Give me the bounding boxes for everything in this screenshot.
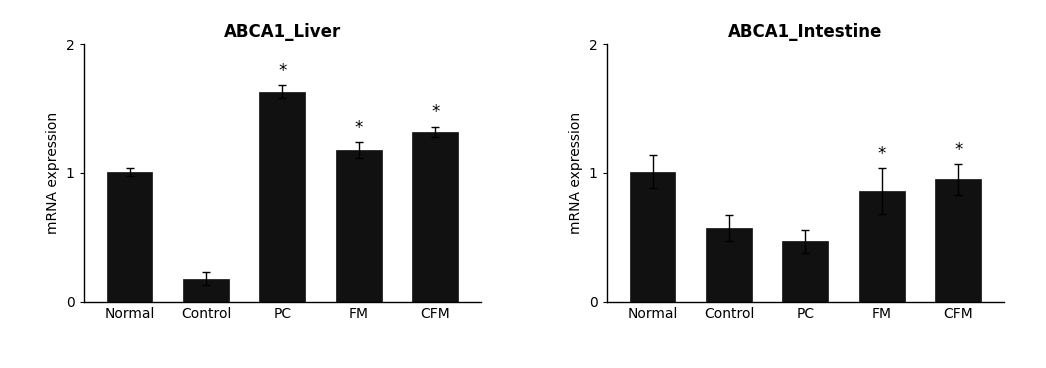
Bar bbox=[183, 279, 229, 302]
Bar bbox=[336, 150, 382, 302]
Bar bbox=[412, 132, 458, 302]
Bar bbox=[782, 241, 828, 302]
Bar bbox=[706, 228, 752, 302]
Bar bbox=[630, 172, 676, 302]
Title: ABCA1_Liver: ABCA1_Liver bbox=[224, 23, 341, 41]
Text: *: * bbox=[355, 119, 363, 137]
Text: *: * bbox=[878, 145, 886, 163]
Text: *: * bbox=[431, 103, 439, 121]
Bar bbox=[859, 191, 905, 302]
Bar bbox=[107, 172, 153, 302]
Bar bbox=[259, 92, 305, 302]
Text: *: * bbox=[278, 62, 287, 80]
Y-axis label: mRNA expression: mRNA expression bbox=[46, 112, 61, 234]
Bar bbox=[935, 180, 981, 302]
Y-axis label: mRNA expression: mRNA expression bbox=[569, 112, 584, 234]
Title: ABCA1_Intestine: ABCA1_Intestine bbox=[728, 23, 883, 41]
Text: *: * bbox=[954, 141, 962, 159]
